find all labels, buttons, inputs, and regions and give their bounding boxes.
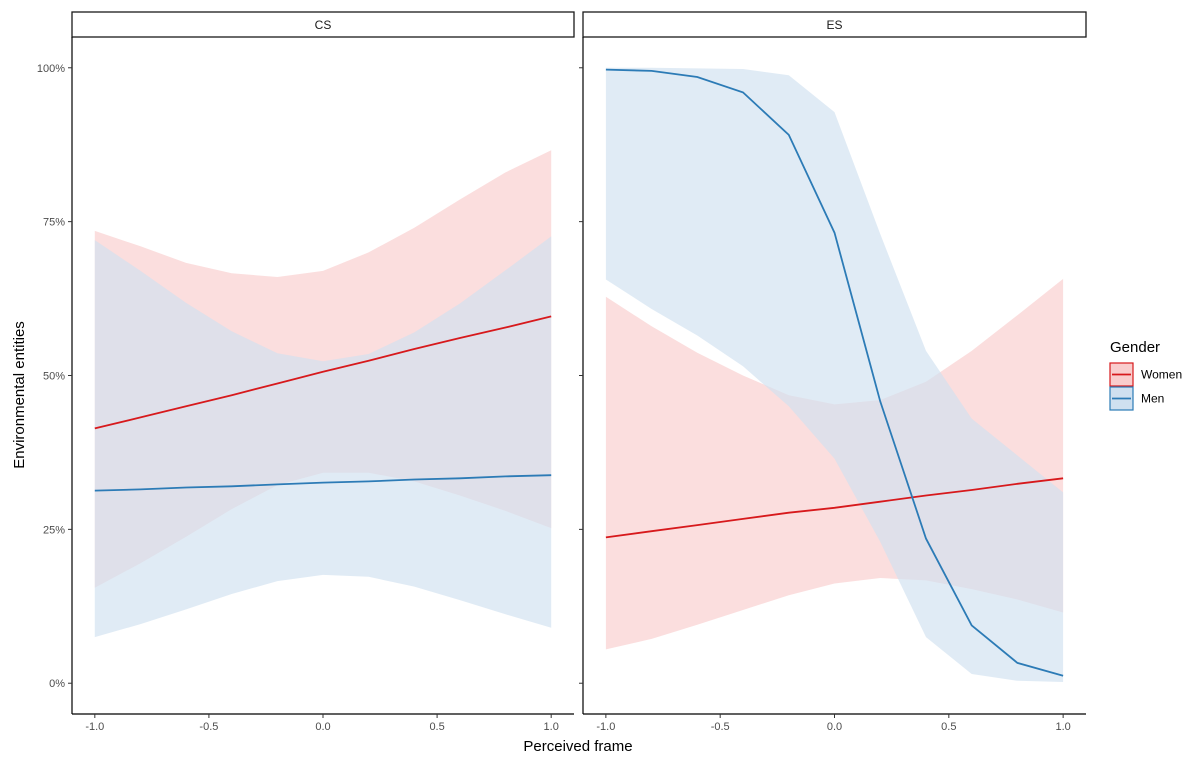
legend-label: Women bbox=[1141, 368, 1182, 382]
panel-es: ES -1.0 -0.5 0.0 0.5 1.0 bbox=[579, 11, 1087, 733]
facet-strip-label: CS bbox=[315, 18, 332, 32]
plot-panels: CS -1.0 -0.5 0.0 0.5 1.0 0% 25% 50% 75% 100% ES -1.0… bbox=[37, 11, 1087, 733]
x-tick-label: 0.5 bbox=[429, 721, 444, 733]
ribbon-men bbox=[94, 236, 552, 638]
x-tick-label: 0.0 bbox=[827, 721, 842, 733]
y-tick-label: 0% bbox=[49, 678, 65, 690]
facet-strip-box bbox=[582, 11, 1087, 38]
x-tick-label: 1.0 bbox=[1055, 721, 1070, 733]
line-women bbox=[94, 315, 552, 430]
x-tick-label: -1.0 bbox=[85, 721, 104, 733]
x-tick-label: -0.5 bbox=[199, 721, 218, 733]
line-women bbox=[605, 477, 1064, 539]
facet-strip-label: ES bbox=[826, 18, 842, 32]
ribbon-men bbox=[605, 67, 1064, 683]
x-tick-label: 1.0 bbox=[544, 721, 559, 733]
x-tick-label: -0.5 bbox=[711, 721, 730, 733]
y-tick-label: 100% bbox=[37, 63, 65, 75]
y-tick-label: 50% bbox=[43, 371, 65, 383]
x-tick-label: -1.0 bbox=[596, 721, 615, 733]
legend-item-men: Men bbox=[1109, 386, 1164, 411]
y-tick-label: 75% bbox=[43, 217, 65, 229]
legend-title: Gender bbox=[1110, 339, 1160, 356]
x-axis-title: Perceived frame bbox=[523, 738, 632, 755]
legend: Gender Women Men bbox=[1109, 339, 1182, 411]
panel-cs: CS -1.0 -0.5 0.0 0.5 1.0 0% 25% 50% 75% 100% bbox=[37, 11, 575, 733]
x-tick-label: 0.5 bbox=[941, 721, 956, 733]
line-men bbox=[605, 68, 1064, 677]
y-axis-title: Environmental entities bbox=[11, 321, 28, 469]
line-men bbox=[94, 474, 552, 492]
y-tick-label: 25% bbox=[43, 524, 65, 536]
x-tick-label: 0.0 bbox=[315, 721, 330, 733]
facet-strip-box bbox=[71, 11, 575, 38]
legend-label: Men bbox=[1141, 392, 1164, 406]
legend-item-women: Women bbox=[1109, 362, 1182, 387]
